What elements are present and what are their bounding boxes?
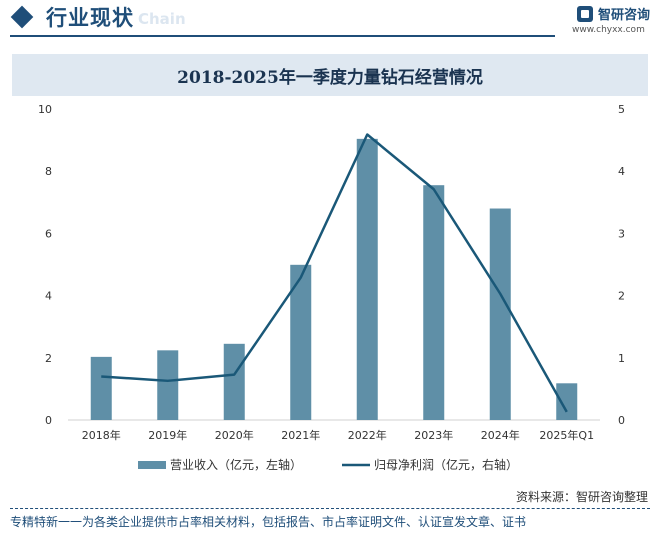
right-axis-tick-label: 0 (618, 414, 625, 427)
legend-bar-swatch (138, 461, 166, 469)
bar (90, 356, 112, 420)
x-axis-tick-label: 2025年Q1 (539, 428, 594, 442)
x-axis-tick-label: 2020年 (215, 428, 254, 442)
brand-url: www.chyxx.com (572, 25, 645, 35)
right-axis-tick-label: 5 (618, 103, 625, 116)
x-axis-tick-label: 2019年 (148, 428, 187, 442)
left-axis-tick-label: 4 (45, 290, 52, 303)
source-note: 资料来源：智研咨询整理 (515, 490, 648, 504)
right-axis-tick-label: 3 (618, 227, 625, 240)
section-title-english: Chain (138, 10, 186, 28)
bar (356, 138, 378, 420)
chart: 0 2 4 6 8 10 0 1 2 3 4 5 2018年 2019年 2020年 2021年 2022年 20… (38, 103, 625, 472)
chart-title-band: 2018-2025年一季度力量钻石经营情况 (12, 54, 648, 96)
bar (223, 343, 245, 420)
footer-tagline: 专精特新一一为各类企业提供市占率相关材料，包括报告、市占率证明文件、认证宣发文章… (10, 515, 527, 529)
bar (290, 264, 312, 420)
left-axis-tick-label: 6 (45, 227, 52, 240)
right-axis-tick-label: 2 (618, 290, 625, 303)
left-axis-tick-label: 8 (45, 165, 52, 178)
x-axis-tick-label: 2021年 (281, 428, 320, 442)
section-title: 行业现状 (46, 6, 134, 30)
right-axis-tick-label: 1 (618, 352, 625, 365)
line-series (101, 133, 568, 413)
left-axis-tick-label: 2 (45, 352, 52, 365)
bar (423, 185, 445, 420)
bar (489, 208, 511, 420)
brand-logo-icon (577, 6, 593, 22)
footer-divider (10, 508, 650, 509)
legend-line-label: 归母净利润（亿元，右轴） (374, 457, 518, 472)
diamond-icon (10, 5, 34, 29)
x-axis-tick-label: 2018年 (82, 428, 121, 442)
brand-name: 智研咨询 (598, 8, 651, 23)
header: 行业现状 Chain 智研咨询 www.chyxx.com (0, 0, 660, 40)
left-axis-tick-label: 10 (38, 103, 52, 116)
x-axis-tick-label: 2024年 (481, 428, 520, 442)
left-axis-tick-label: 0 (45, 414, 52, 427)
bar (556, 383, 578, 420)
x-axis-tick-label: 2023年 (414, 428, 453, 442)
legend-bar-label: 营业收入（亿元，左轴） (170, 457, 302, 472)
right-axis-tick-label: 4 (618, 165, 625, 178)
bar (157, 350, 179, 420)
x-axis-tick-label: 2022年 (348, 428, 387, 442)
chart-title: 2018-2025年一季度力量钻石经营情况 (177, 67, 483, 88)
header-divider (10, 35, 555, 37)
